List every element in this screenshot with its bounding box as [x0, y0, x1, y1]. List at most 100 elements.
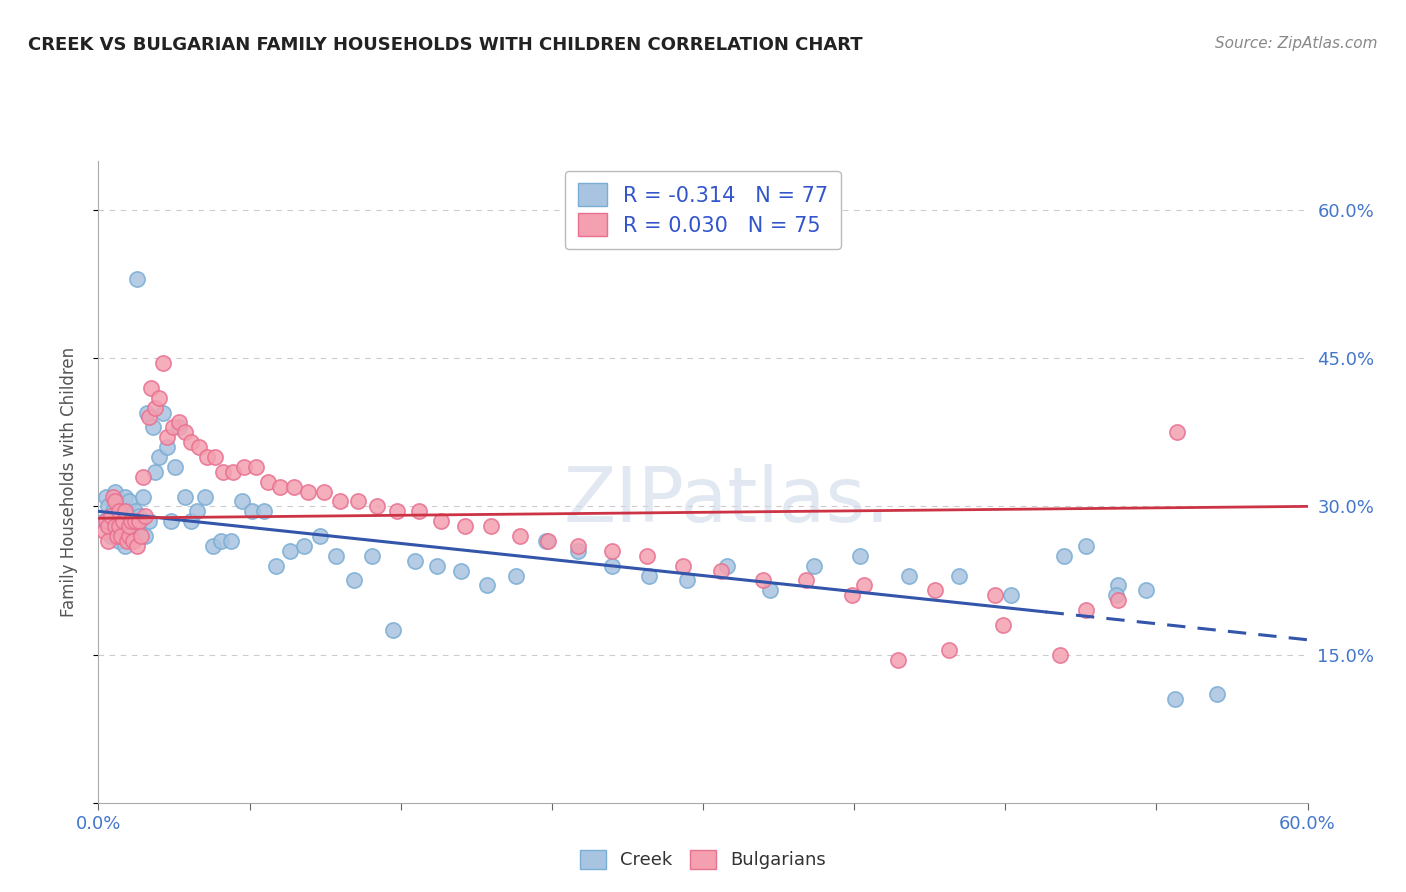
Point — [128, 514, 150, 528]
Point — [107, 519, 129, 533]
Point — [134, 509, 156, 524]
Point — [221, 533, 243, 548]
Point — [366, 500, 388, 514]
Point — [309, 529, 332, 543]
Point — [129, 529, 152, 543]
Point — [135, 405, 157, 419]
Point — [505, 568, 527, 582]
Point — [160, 514, 183, 528]
Point — [132, 490, 155, 504]
Point — [212, 465, 235, 479]
Point — [118, 509, 141, 524]
Point — [163, 459, 186, 474]
Point — [107, 504, 129, 518]
Point — [115, 514, 138, 528]
Point — [602, 544, 624, 558]
Point — [120, 519, 142, 533]
Point — [636, 549, 658, 563]
Point — [121, 529, 143, 543]
Point — [1135, 583, 1157, 598]
Legend: Creek, Bulgarians: Creek, Bulgarians — [571, 841, 835, 879]
Point — [195, 450, 218, 464]
Point — [97, 500, 120, 514]
Point — [381, 623, 404, 637]
Point — [115, 533, 138, 548]
Point — [347, 494, 370, 508]
Point — [180, 435, 202, 450]
Point — [841, 588, 863, 602]
Point — [129, 514, 152, 528]
Point — [637, 568, 659, 582]
Point — [534, 533, 557, 548]
Point — [180, 514, 202, 528]
Point — [676, 574, 699, 588]
Point — [938, 642, 960, 657]
Point — [103, 519, 125, 533]
Point — [240, 504, 263, 518]
Point — [897, 568, 920, 582]
Point — [385, 504, 408, 518]
Point — [142, 420, 165, 434]
Point — [1074, 539, 1097, 553]
Point — [114, 490, 136, 504]
Point — [105, 529, 128, 543]
Point — [107, 533, 129, 548]
Point — [602, 558, 624, 573]
Point — [450, 564, 472, 578]
Point — [174, 425, 197, 440]
Point — [803, 558, 825, 573]
Point — [567, 544, 589, 558]
Point — [269, 480, 291, 494]
Point — [114, 539, 136, 553]
Point — [118, 529, 141, 543]
Point — [404, 554, 426, 568]
Point — [143, 465, 166, 479]
Point — [264, 558, 287, 573]
Point — [1206, 687, 1229, 701]
Point — [1163, 692, 1185, 706]
Y-axis label: Family Households with Children: Family Households with Children — [59, 347, 77, 616]
Point — [121, 533, 143, 548]
Point — [125, 539, 148, 553]
Point — [1000, 588, 1022, 602]
Point — [567, 539, 589, 553]
Point — [245, 459, 267, 474]
Point — [103, 494, 125, 508]
Point — [204, 450, 226, 464]
Point — [222, 465, 245, 479]
Point — [138, 410, 160, 425]
Point — [1049, 648, 1071, 662]
Point — [194, 490, 217, 504]
Point — [253, 504, 276, 518]
Point — [853, 578, 876, 592]
Point — [361, 549, 384, 563]
Point — [984, 588, 1007, 602]
Point — [430, 514, 453, 528]
Point — [120, 514, 142, 528]
Point — [128, 509, 150, 524]
Point — [100, 529, 122, 543]
Point — [752, 574, 775, 588]
Point — [1105, 588, 1128, 602]
Point — [186, 504, 208, 518]
Point — [152, 405, 174, 419]
Point — [329, 494, 352, 508]
Point — [97, 533, 120, 548]
Point — [132, 469, 155, 483]
Point — [710, 564, 733, 578]
Point — [97, 519, 120, 533]
Text: Source: ZipAtlas.com: Source: ZipAtlas.com — [1215, 36, 1378, 51]
Point — [138, 514, 160, 528]
Point — [134, 529, 156, 543]
Point — [96, 514, 118, 528]
Point — [188, 440, 211, 454]
Point — [794, 574, 817, 588]
Point — [232, 459, 254, 474]
Point — [93, 524, 115, 538]
Point — [111, 504, 134, 518]
Point — [343, 574, 366, 588]
Point — [292, 539, 315, 553]
Text: ZIPatlas.: ZIPatlas. — [564, 464, 890, 538]
Point — [716, 558, 738, 573]
Point — [101, 504, 124, 518]
